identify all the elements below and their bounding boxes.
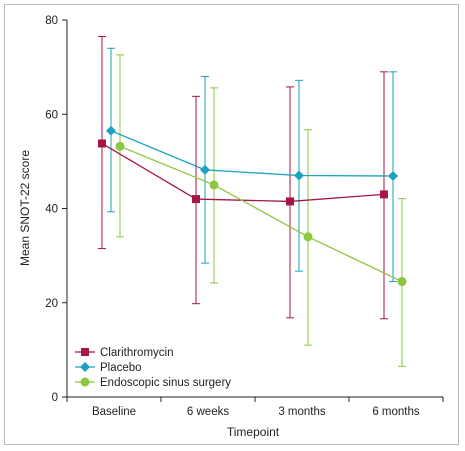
data-point — [286, 197, 294, 206]
legend-marker — [81, 348, 89, 356]
x-tick-label: 6 months — [372, 406, 420, 418]
data-point — [115, 141, 125, 151]
data-point — [98, 139, 106, 148]
legend-label: Endoscopic sinus surgery — [100, 377, 231, 389]
data-point — [380, 190, 388, 199]
series-line — [110, 130, 394, 177]
legend-label: Placebo — [100, 362, 142, 374]
series-line — [119, 145, 403, 283]
series-markers — [98, 125, 407, 287]
data-point — [209, 180, 219, 190]
data-point — [303, 232, 313, 242]
data-point — [294, 170, 304, 181]
y-tick-label: 40 — [45, 204, 58, 216]
series-lines — [101, 130, 403, 283]
data-point — [388, 170, 398, 181]
chart-legend: Clarithromycin Placebo Endoscopic sinus su… — [75, 347, 231, 389]
legend-marker — [80, 362, 90, 372]
data-point — [106, 125, 116, 136]
error-bars — [98, 35, 406, 367]
data-point — [200, 164, 210, 175]
y-tick-label: 0 — [52, 392, 58, 404]
data-point — [192, 195, 200, 204]
y-axis-title: Mean SNOT-22 score — [18, 150, 32, 266]
chart-axes: 0 20 40 60 80 Baseline 6 weeks 3 months 6 months — [45, 15, 444, 418]
x-tick-label: 6 weeks — [187, 406, 229, 418]
x-tick-label: 3 months — [278, 406, 326, 418]
chart-frame — [4, 4, 459, 445]
y-tick-label: 20 — [45, 298, 58, 310]
data-point — [397, 277, 407, 287]
y-tick-label: 80 — [45, 15, 58, 27]
y-tick-label: 60 — [45, 109, 58, 121]
x-axis-title: Timepoint — [227, 425, 280, 439]
x-tick-label: Baseline — [92, 406, 136, 418]
legend-label: Clarithromycin — [100, 347, 174, 359]
legend-marker — [80, 377, 90, 387]
